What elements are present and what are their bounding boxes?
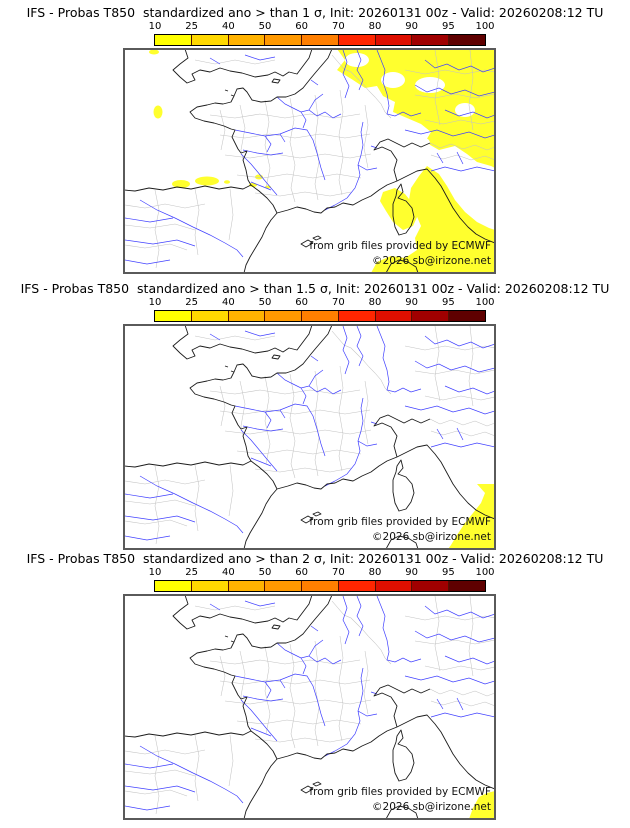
boundary-layer: [125, 596, 494, 815]
colorbar-segment: [411, 35, 449, 45]
colorbar-tick: 90: [405, 21, 419, 32]
colorbar: [154, 34, 486, 46]
colorbar-segment: [227, 581, 265, 591]
forecast-panel-1: IFS - Probas T850 standardized ano > tha…: [0, 0, 630, 276]
colorbar-segment: [411, 581, 449, 591]
credit-ecmwf: from grib files provided by ECMWF: [309, 239, 491, 252]
colorbar-tick-labels: 10 25 40 50 60 70 80 90 95 100: [149, 297, 495, 309]
credit-copyright: ©2026 sb@irizone.net: [372, 255, 491, 268]
credit-copyright: ©2026 sb@irizone.net: [372, 531, 491, 544]
colorbar: [154, 580, 486, 592]
colorbar-tick: 50: [258, 21, 272, 32]
colorbar-tick: 100: [475, 21, 495, 32]
colorbar-segment: [374, 581, 412, 591]
colorbar-segment: [337, 311, 375, 321]
colorbar-tick: 90: [405, 567, 419, 578]
probability-shading-layer: [448, 484, 494, 548]
colorbar-tick: 70: [331, 567, 345, 578]
colorbar-tick: 80: [368, 297, 382, 308]
map-credits: from grib files provided by ECMWF ©2026 s…: [309, 515, 491, 547]
colorbar-tick: 25: [185, 21, 199, 32]
panel-title: IFS - Probas T850 standardized ano > tha…: [20, 281, 610, 296]
colorbar-segment: [448, 311, 486, 321]
credit-ecmwf: from grib files provided by ECMWF: [309, 515, 491, 528]
forecast-panel-2: IFS - Probas T850 standardized ano > tha…: [0, 276, 630, 550]
map-credits: from grib files provided by ECMWF ©2026 s…: [309, 239, 491, 271]
probability-shading-layer: [149, 50, 494, 272]
colorbar-tick: 60: [295, 297, 309, 308]
colorbar-segment: [301, 581, 338, 591]
colorbar-tick: 40: [221, 567, 235, 578]
colorbar-tick: 95: [441, 567, 455, 578]
colorbar-segment: [264, 35, 302, 45]
colorbar-tick: 95: [441, 21, 455, 32]
colorbar-segment: [337, 35, 375, 45]
river-layer: [125, 596, 494, 811]
probability-shading-layer: [469, 791, 494, 818]
colorbar-segment: [227, 35, 265, 45]
colorbar-segment: [264, 311, 302, 321]
colorbar-tick: 50: [258, 297, 272, 308]
colorbar-segment: [301, 311, 338, 321]
colorbar-segment: [155, 581, 191, 591]
colorbar-segment: [264, 581, 302, 591]
forecast-panel-3: IFS - Probas T850 standardized ano > tha…: [0, 546, 630, 828]
map-svg: [125, 596, 494, 818]
colorbar-segment: [374, 311, 412, 321]
colorbar-segment: [190, 311, 228, 321]
map-frame: from grib files provided by ECMWF ©2026 s…: [123, 48, 496, 274]
panel-title: IFS - Probas T850 standardized ano > tha…: [26, 551, 604, 566]
colorbar-tick: 50: [258, 567, 272, 578]
colorbar-tick: 10: [148, 567, 162, 578]
colorbar-segment: [448, 581, 486, 591]
colorbar-segment: [155, 35, 191, 45]
colorbar-tick: 80: [368, 21, 382, 32]
colorbar-tick: 60: [295, 21, 309, 32]
boundary-layer: [125, 50, 494, 269]
colorbar-tick: 25: [185, 297, 199, 308]
coastline-layer: [125, 326, 494, 548]
map-svg: [125, 326, 494, 548]
colorbar-segment: [190, 35, 228, 45]
colorbar-segment: [448, 35, 486, 45]
colorbar-segment: [374, 35, 412, 45]
map-svg: [125, 50, 494, 272]
colorbar-segment: [411, 311, 449, 321]
colorbar-tick: 100: [475, 567, 495, 578]
colorbar-segment: [190, 581, 228, 591]
colorbar-tick: 70: [331, 21, 345, 32]
colorbar-tick: 25: [185, 567, 199, 578]
colorbar-segment: [227, 311, 265, 321]
colorbar-segment: [155, 311, 191, 321]
river-layer: [125, 326, 494, 541]
map-frame: from grib files provided by ECMWF ©2026 s…: [123, 594, 496, 820]
shading-gap-layer: [340, 53, 475, 149]
colorbar-tick: 10: [148, 297, 162, 308]
colorbar-tick: 95: [441, 297, 455, 308]
colorbar-segment: [301, 35, 338, 45]
colorbar-tick: 10: [148, 21, 162, 32]
colorbar-tick-labels: 10 25 40 50 60 70 80 90 95 100: [149, 567, 495, 579]
colorbar-tick: 40: [221, 21, 235, 32]
colorbar-tick: 80: [368, 567, 382, 578]
map-frame: from grib files provided by ECMWF ©2026 s…: [123, 324, 496, 550]
boundary-layer: [125, 326, 494, 545]
map-credits: from grib files provided by ECMWF ©2026 s…: [309, 785, 491, 817]
colorbar-tick: 60: [295, 567, 309, 578]
colorbar-tick: 100: [475, 297, 495, 308]
credit-copyright: ©2026 sb@irizone.net: [372, 801, 491, 814]
colorbar-segment: [337, 581, 375, 591]
panel-title: IFS - Probas T850 standardized ano > tha…: [26, 5, 604, 20]
coastline-layer: [125, 596, 494, 818]
credit-ecmwf: from grib files provided by ECMWF: [309, 785, 491, 798]
colorbar-tick: 90: [405, 297, 419, 308]
colorbar: [154, 310, 486, 322]
colorbar-tick-labels: 10 25 40 50 60 70 80 90 95 100: [149, 21, 495, 33]
colorbar-tick: 40: [221, 297, 235, 308]
colorbar-tick: 70: [331, 297, 345, 308]
coastline-layer: [125, 50, 494, 272]
